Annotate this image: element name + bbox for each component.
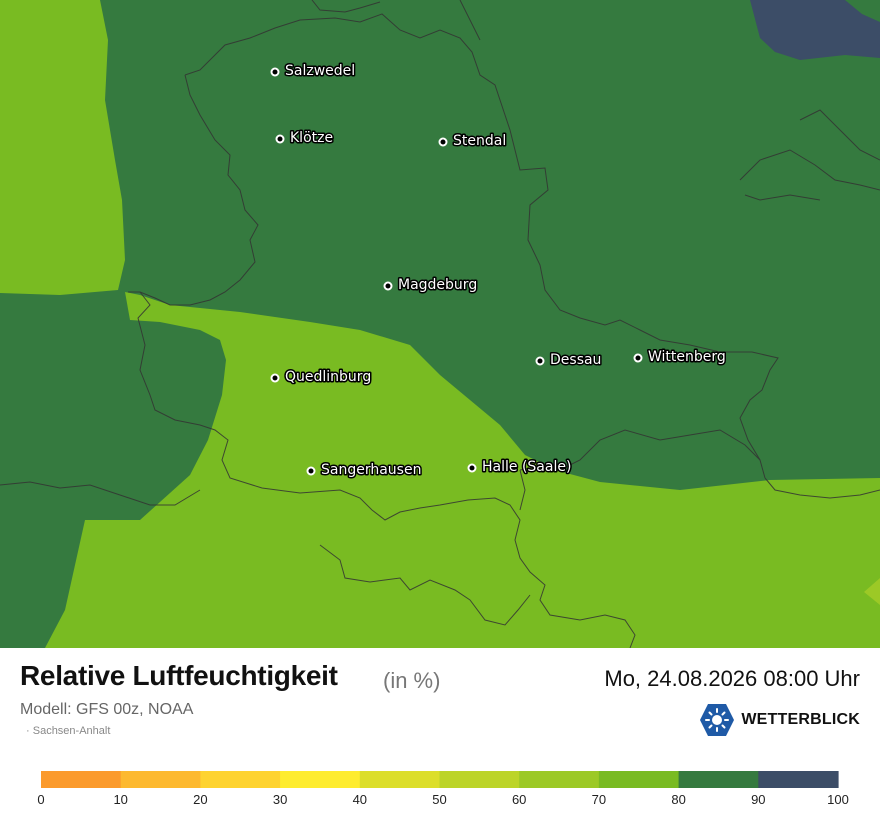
city-label-sangerhausen: Sangerhausen [321,462,421,478]
legend-bin [359,771,441,788]
region-name: Sachsen-Anhalt [32,725,111,737]
city-dot-halle [467,463,477,473]
humidity-area-80-90-corner [845,0,880,22]
legend-tick-label: 30 [273,792,287,807]
city-dot-magdeburg [383,281,393,291]
city-dot-quedlinburg [270,373,280,383]
city-label-stendal: Stendal [453,133,506,149]
city-dot-salzwedel [270,67,280,77]
legend-tick-label: 10 [113,792,127,807]
legend-tick-label: 0 [37,792,44,807]
weather-map: Salzwedel Klötze Stendal Magdeburg Quedl… [0,0,880,648]
legend-bin [280,771,361,788]
city-label-halle: Halle (Saale) [482,459,571,475]
map-canvas: Salzwedel Klötze Stendal Magdeburg Quedl… [0,0,880,648]
city-label-kloetze: Klötze [290,130,333,146]
legend-bin [200,771,281,788]
legend-tick-label: 20 [193,792,207,807]
wetterblick-sun-icon [700,704,735,736]
city-dot-dessau [535,356,545,366]
city-dot-wittenberg [633,353,643,363]
city-label-dessau: Dessau [550,352,601,368]
forecast-datetime: Mo, 24.08.2026 08:00 Uhr [604,666,860,691]
legend-tick-label: 90 [751,792,765,807]
humidity-area-70-80-west-strip [0,0,125,295]
legend-tick-label: 50 [432,792,446,807]
legend-bin [519,771,600,788]
legend-tick-label: 70 [592,792,606,807]
city-label-quedlinburg: Quedlinburg [285,369,371,385]
map-unit: (in %) [383,668,441,693]
legend-bin [598,771,680,788]
brand-logo: WETTERBLICK [699,703,860,737]
city-dot-stendal [438,137,448,147]
region-label: · Sachsen-Anhalt [26,725,111,737]
map-title: Relative Luftfeuchtigkeit [20,660,338,691]
legend-bin [120,771,201,788]
legend-ticks: 0 10 20 30 40 50 60 70 80 90 100 [37,792,848,807]
legend-bin [41,771,122,788]
legend-bin [678,771,759,788]
city-label-wittenberg: Wittenberg [648,349,726,365]
legend-tick-label: 60 [512,792,526,807]
humidity-area-70-80-south [45,292,880,648]
brand-name: WETTERBLICK [741,711,860,728]
legend-tick-label: 80 [671,792,685,807]
city-dot-kloetze [275,134,285,144]
legend-bin [758,771,839,788]
legend-tick-label: 40 [353,792,367,807]
humidity-area-90-100 [750,0,880,60]
city-label-salzwedel: Salzwedel [285,63,355,79]
state-borders [0,0,880,648]
city-markers: Salzwedel Klötze Stendal Magdeburg Quedl… [270,62,727,480]
legend-tick-label: 100 [827,792,849,807]
city-label-magdeburg: Magdeburg [398,277,477,293]
city-dot-sangerhausen [306,466,316,476]
model-info: Modell: GFS 00z, NOAA [20,701,194,718]
legend-bins [41,771,839,788]
humidity-area-60-70 [864,578,880,605]
color-legend: 0 10 20 30 40 50 60 70 80 90 100 [37,771,849,807]
legend-bin [439,771,520,788]
